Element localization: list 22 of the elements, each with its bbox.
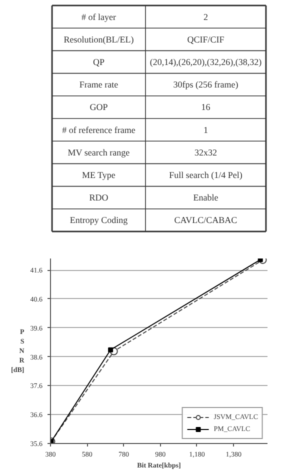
text: QP bbox=[93, 57, 105, 67]
point bbox=[108, 347, 114, 352]
text: RDO bbox=[89, 192, 109, 203]
text: # of reference frame bbox=[62, 124, 136, 135]
text: CAVLC/CABAC bbox=[174, 215, 238, 226]
text: Enable bbox=[193, 192, 218, 203]
text: 16 bbox=[201, 102, 211, 112]
text: 32x32 bbox=[194, 147, 217, 158]
text: ME Type bbox=[82, 170, 116, 180]
text: Frame rate bbox=[79, 80, 118, 90]
text: GOP bbox=[90, 102, 108, 112]
text: Full search (1/4 Pel) bbox=[169, 170, 242, 180]
text: (20,14),(26,20),(32,26),(38,32) bbox=[150, 57, 262, 67]
text: # of layer bbox=[82, 12, 116, 22]
text: Resolution(BL/EL) bbox=[64, 34, 134, 44]
text: QCIF/CIF bbox=[187, 34, 224, 44]
text: 30fps (256 frame) bbox=[173, 80, 238, 90]
text: 2 bbox=[203, 12, 208, 22]
point bbox=[258, 258, 263, 262]
text: MV search range bbox=[68, 147, 130, 158]
text: Entropy Coding bbox=[70, 215, 128, 226]
text: 1 bbox=[203, 124, 208, 135]
